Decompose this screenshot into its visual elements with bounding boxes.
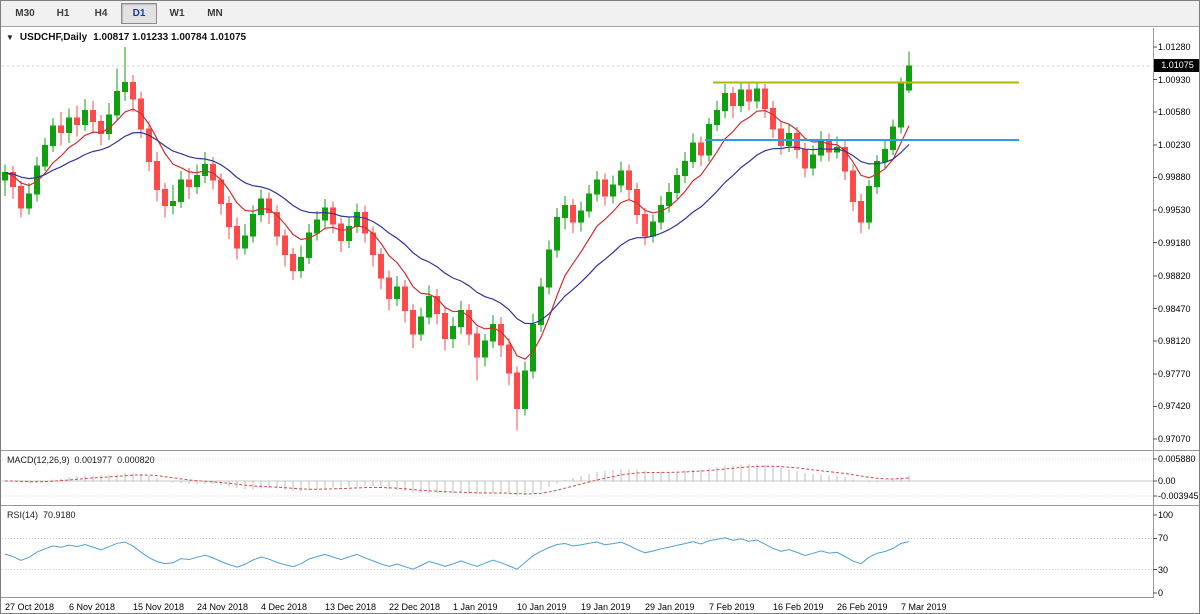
rsi-panel-splitter[interactable] (1, 505, 1199, 506)
date-axis-label: 27 Oct 2018 (5, 602, 55, 612)
price-axis-label: 0.98120 (1158, 336, 1191, 347)
symbol-timeframe-label: USDCHF,Daily (19, 32, 88, 43)
price-axis-label: 0.98820 (1158, 271, 1191, 282)
candles-layer (2, 47, 912, 431)
price-axis-label: 0.99880 (1158, 172, 1191, 183)
timeframe-button-m30[interactable]: M30 (15, 8, 35, 19)
macd-indicator-label: MACD(12,26,9) 0.001977 0.000820 (7, 455, 155, 465)
macd-axis-label: 0.005880 (1158, 454, 1196, 464)
price-axis-label: 0.99180 (1158, 237, 1191, 248)
timeframe-button-w1[interactable]: W1 (169, 8, 185, 19)
rsi-axis-label: 0 (1158, 588, 1164, 598)
date-axis-label: 6 Nov 2018 (69, 602, 116, 612)
date-axis-label: 7 Feb 2019 (709, 602, 755, 612)
horizontal-level-lines[interactable] (705, 81, 1019, 142)
axis-ticks (4, 46, 1157, 601)
macd-main-value: 0.001977 (74, 455, 113, 465)
date-axis-label: 10 Jan 2019 (517, 602, 567, 612)
price-axis-label: 0.97420 (1158, 401, 1191, 412)
price-axis-label: 0.99530 (1158, 204, 1191, 215)
timeframe-button-mn[interactable]: MN (207, 8, 223, 19)
price-axis-label: 1.00230 (1158, 139, 1191, 150)
date-axis-label: 13 Dec 2018 (325, 602, 377, 612)
ma-slow-line (4, 131, 910, 325)
date-axis-label: 19 Jan 2019 (581, 602, 631, 612)
price-axis-label: 0.97770 (1158, 368, 1191, 379)
rsi-axis-label: 30 (1158, 564, 1169, 575)
ohlc-values: 1.00817 1.01233 1.00784 1.01075 (93, 32, 247, 43)
ma-fast-line (4, 108, 910, 360)
date-axis-label: 4 Dec 2018 (261, 602, 308, 612)
current-price-value: 1.01075 (1161, 60, 1194, 71)
rsi-axis-label: 70 (1158, 533, 1169, 544)
collapse-chart-icon[interactable]: ▼ (6, 33, 14, 42)
macd-signal-value: 0.000820 (117, 455, 155, 465)
date-axis-label: 29 Jan 2019 (645, 602, 695, 612)
date-axis-label: 24 Nov 2018 (197, 602, 249, 612)
price-axis-label: 0.97070 (1158, 434, 1191, 444)
price-axis-label: 1.00580 (1158, 107, 1191, 118)
rsi-axis-label: 100 (1158, 510, 1174, 520)
date-axis-label: 16 Feb 2019 (773, 602, 824, 612)
timeframe-button-h4[interactable]: H4 (94, 8, 108, 19)
price-axis-label: 1.01280 (1158, 42, 1191, 52)
macd-axis-label: -0.003945 (1158, 490, 1199, 501)
timeframe-button-h1[interactable]: H1 (56, 8, 70, 19)
panel-gridlines (2, 458, 1153, 571)
macd-signal-line (4, 465, 910, 495)
date-axis-label: 7 Mar 2019 (901, 602, 947, 612)
rsi-line (4, 537, 910, 570)
rsi-name: RSI(14) (7, 510, 39, 520)
date-axis-label: 15 Nov 2018 (133, 602, 185, 612)
chart-header: ▼ USDCHF,Daily 1.00817 1.01233 1.00784 1… (6, 32, 246, 43)
macd-histogram (12, 464, 910, 496)
rsi-indicator-label: RSI(14) 70.9180 (7, 510, 76, 520)
price-axis-label: 1.00930 (1158, 74, 1191, 85)
macd-axis-label: 0.00 (1158, 476, 1176, 486)
rsi-value: 70.9180 (43, 510, 76, 520)
date-axis-label: 1 Jan 2019 (453, 602, 498, 612)
timeframe-button-d1[interactable]: D1 (121, 3, 157, 24)
date-axis-label: 26 Feb 2019 (837, 602, 888, 612)
current-price-tag: 1.01075 (1154, 59, 1199, 73)
date-axis-label: 22 Dec 2018 (389, 602, 441, 612)
price-axis-label: 0.98470 (1158, 303, 1191, 314)
macd-name: MACD(12,26,9) (7, 455, 70, 465)
timeframe-toolbar: M30 H1 H4 D1 W1 MN (1, 1, 1199, 27)
macd-panel-splitter[interactable] (1, 450, 1199, 451)
price-axis[interactable]: 1.01280 1.00930 1.00580 1.00230 0.99880 0.995… (1154, 1, 1199, 613)
price-axis-separator (1153, 28, 1154, 613)
date-axis[interactable]: 27 Oct 2018 6 Nov 2018 15 Nov 2018 24 Nov 2… (1, 597, 1154, 613)
